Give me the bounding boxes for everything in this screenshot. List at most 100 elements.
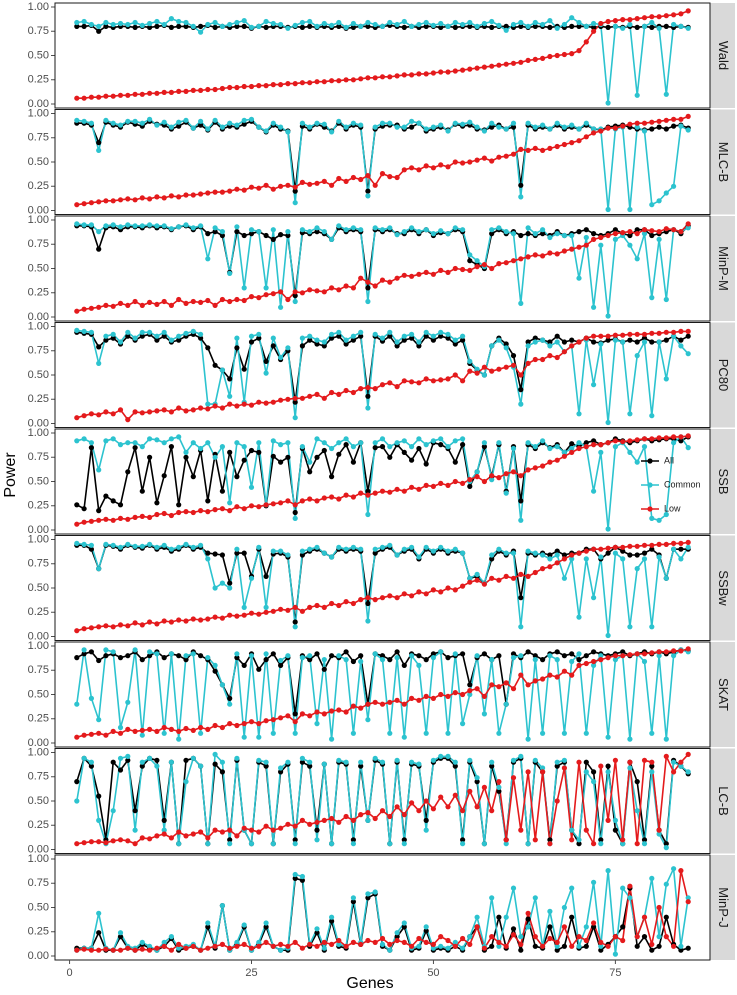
- data-point-all: [561, 943, 568, 949]
- data-point-common: [379, 227, 386, 233]
- data-point-low: [452, 372, 458, 378]
- data-point-low: [125, 726, 131, 733]
- data-point-all: [205, 924, 211, 930]
- data-point-common: [307, 18, 313, 25]
- data-point-low: [671, 769, 677, 775]
- y-tick-label: 0.50: [28, 688, 49, 700]
- data-point-low: [161, 618, 167, 624]
- data-point-common: [510, 885, 517, 891]
- data-point-common: [598, 449, 604, 455]
- data-point-all: [263, 657, 269, 663]
- data-point-low: [329, 941, 335, 948]
- data-point-common: [445, 231, 451, 237]
- panel-border: [54, 322, 711, 428]
- data-point-low: [219, 941, 225, 948]
- data-point-low: [576, 445, 582, 452]
- data-point-common: [372, 331, 378, 337]
- data-point-low: [612, 18, 619, 24]
- data-point-common: [394, 21, 400, 28]
- data-point-common: [88, 759, 94, 765]
- data-point-low: [438, 377, 444, 383]
- data-point-common: [161, 329, 167, 335]
- data-point-low: [656, 14, 662, 20]
- data-point-low: [161, 510, 167, 517]
- data-point-all: [125, 757, 131, 763]
- data-point-common: [510, 757, 517, 763]
- data-point-low: [532, 569, 538, 576]
- data-point-common: [358, 759, 364, 765]
- data-point-low: [81, 95, 87, 101]
- data-point-common: [598, 841, 604, 847]
- data-point-common: [234, 224, 240, 230]
- data-point-low: [88, 731, 94, 737]
- data-point-low: [634, 120, 640, 126]
- data-point-low: [350, 174, 356, 181]
- data-point-low: [561, 924, 568, 930]
- data-point-common: [168, 226, 174, 232]
- data-point-low: [154, 408, 160, 414]
- data-point-low: [219, 829, 225, 835]
- data-point-common: [445, 753, 451, 760]
- data-point-low: [656, 827, 662, 833]
- data-point-low: [198, 191, 204, 197]
- data-point-all: [176, 123, 182, 129]
- data-point-low: [176, 194, 182, 200]
- data-point-common: [263, 285, 269, 291]
- data-point-common: [547, 343, 553, 349]
- data-point-all: [241, 232, 247, 239]
- data-point-common: [656, 831, 662, 837]
- data-point-common: [219, 229, 225, 235]
- data-point-low: [176, 509, 182, 516]
- data-point-common: [634, 92, 640, 98]
- data-point-low: [307, 941, 313, 948]
- data-point-common: [198, 29, 204, 35]
- data-point-low: [154, 833, 160, 839]
- data-point-low: [299, 945, 305, 951]
- data-point-low: [379, 808, 386, 814]
- data-point-low: [125, 623, 131, 629]
- data-point-low: [685, 751, 691, 758]
- data-point-all: [547, 552, 553, 558]
- data-point-all: [263, 924, 269, 930]
- data-point-all: [387, 657, 393, 663]
- data-point-common: [198, 223, 204, 229]
- y-tick-label: 0.75: [28, 451, 49, 463]
- data-point-low: [438, 691, 444, 698]
- data-point-low: [358, 597, 364, 603]
- data-point-low: [583, 937, 589, 944]
- data-point-common: [394, 552, 400, 558]
- data-point-common: [547, 908, 553, 915]
- data-point-all: [416, 653, 422, 659]
- data-point-low: [612, 544, 619, 550]
- data-point-low: [190, 943, 196, 949]
- data-point-common: [161, 223, 167, 229]
- data-point-common: [307, 229, 313, 235]
- data-point-all: [452, 24, 458, 30]
- data-point-common: [358, 23, 364, 29]
- data-point-low: [409, 72, 415, 78]
- data-point-common: [663, 91, 669, 97]
- data-point-all: [387, 333, 393, 339]
- data-point-common: [518, 401, 524, 407]
- data-point-low: [96, 624, 102, 630]
- data-point-common: [627, 21, 633, 28]
- data-point-low: [88, 94, 94, 100]
- facet-panels: Wald0.000.250.500.751.00MLC-B0.000.250.5…: [28, 1, 735, 962]
- data-point-low: [329, 285, 335, 291]
- data-point-all: [467, 682, 473, 688]
- data-point-low: [576, 244, 582, 250]
- y-tick-label: 1.00: [28, 214, 49, 226]
- data-point-low: [147, 947, 153, 953]
- data-point-all: [409, 335, 415, 341]
- data-point-low: [612, 438, 619, 444]
- data-point-common: [190, 125, 196, 131]
- data-point-all: [576, 657, 582, 663]
- data-point-low: [401, 488, 407, 494]
- data-point-all: [161, 817, 167, 824]
- data-point-all: [270, 453, 276, 459]
- data-point-low: [125, 516, 131, 522]
- data-point-common: [117, 724, 124, 731]
- data-point-common: [81, 436, 87, 442]
- data-point-low: [125, 945, 131, 951]
- data-point-low: [81, 306, 87, 312]
